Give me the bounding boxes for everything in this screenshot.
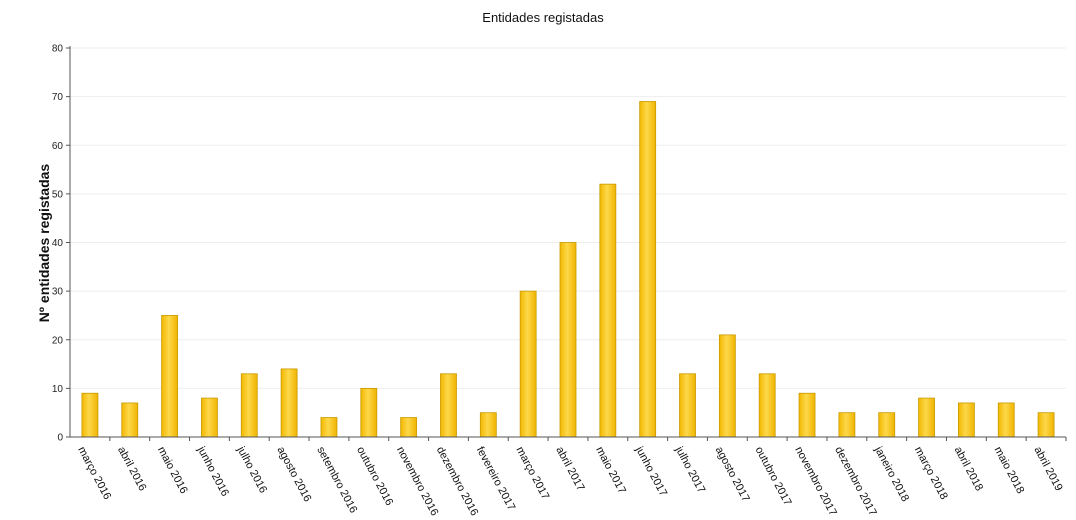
bar	[519, 290, 537, 438]
x-tick-label: novembro 2016	[394, 445, 440, 518]
bar	[718, 334, 736, 438]
y-tick-label: 50	[52, 189, 64, 200]
bar	[878, 412, 896, 438]
bar	[320, 417, 338, 438]
y-tick-label: 70	[52, 92, 64, 103]
bar	[479, 412, 497, 438]
bars	[81, 101, 1055, 438]
bar	[758, 373, 776, 438]
bar	[559, 242, 577, 438]
x-tick-label: novembro 2017	[792, 445, 838, 518]
x-tick-label: junho 2017	[633, 444, 670, 499]
y-tick-label: 80	[52, 44, 64, 55]
bar	[121, 402, 139, 438]
bar	[360, 387, 378, 438]
bar	[798, 392, 816, 438]
bar	[958, 402, 975, 438]
y-tick-label: 60	[52, 141, 64, 152]
chart-title: Entidades registadas	[482, 10, 604, 25]
x-tick-label: julho 2017	[672, 444, 707, 495]
x-tick-label: maio 2016	[155, 445, 190, 496]
x-tick-label: janeiro 2018	[872, 444, 911, 504]
x-tick-label: março 2016	[75, 445, 113, 502]
bar	[440, 373, 457, 438]
bar	[838, 412, 856, 438]
x-tick-label: maio 2017	[593, 445, 628, 496]
y-tick-label: 40	[52, 238, 64, 249]
bar	[280, 368, 298, 438]
y-tick-label: 10	[52, 384, 64, 395]
bar	[400, 417, 418, 438]
bar	[599, 183, 617, 438]
x-tick-label: agosto 2017	[713, 445, 752, 504]
x-tick-label: abril 2018	[952, 445, 985, 493]
bar	[161, 315, 179, 438]
bar	[81, 392, 99, 438]
y-axis-label: Nº entidades registadas	[36, 164, 52, 323]
x-tick-label: março 2018	[912, 445, 950, 502]
x-tick-label: julho 2016	[234, 444, 269, 495]
x-tick-label: dezembro 2016	[434, 445, 480, 518]
axes	[69, 46, 1066, 438]
x-tick-label: abril 2016	[115, 445, 148, 493]
x-tick-label: agosto 2016	[274, 445, 313, 504]
x-tick-label: setembro 2016	[314, 445, 359, 515]
bar	[240, 373, 258, 438]
x-tick-label: maio 2018	[992, 445, 1027, 496]
bar	[1037, 412, 1055, 438]
bar	[918, 397, 935, 438]
bar	[997, 402, 1015, 438]
x-tick-label: abril 2019	[1031, 445, 1064, 493]
y-tick-labels: 0 10 20 30 40 50 60 70 80	[52, 44, 70, 444]
bar	[679, 373, 696, 438]
bar	[201, 397, 218, 438]
y-tick-label: 30	[52, 287, 64, 298]
x-tick-label: outubro 2017	[753, 445, 794, 508]
x-tick-label: dezembro 2017	[832, 445, 878, 518]
y-tick-label: 0	[57, 433, 63, 444]
x-tick-label: fevereiro 2017	[474, 445, 518, 513]
x-tick-label: abril 2017	[553, 445, 586, 493]
y-tick-label: 20	[52, 335, 64, 346]
bar	[639, 101, 657, 438]
x-tick-labels: março 2016 abril 2016 maio 2016 junho 2016 j…	[75, 437, 1067, 518]
x-tick-label: março 2017	[514, 445, 552, 502]
x-tick-label: outubro 2016	[354, 445, 395, 508]
x-tick-label: junho 2016	[194, 444, 231, 499]
